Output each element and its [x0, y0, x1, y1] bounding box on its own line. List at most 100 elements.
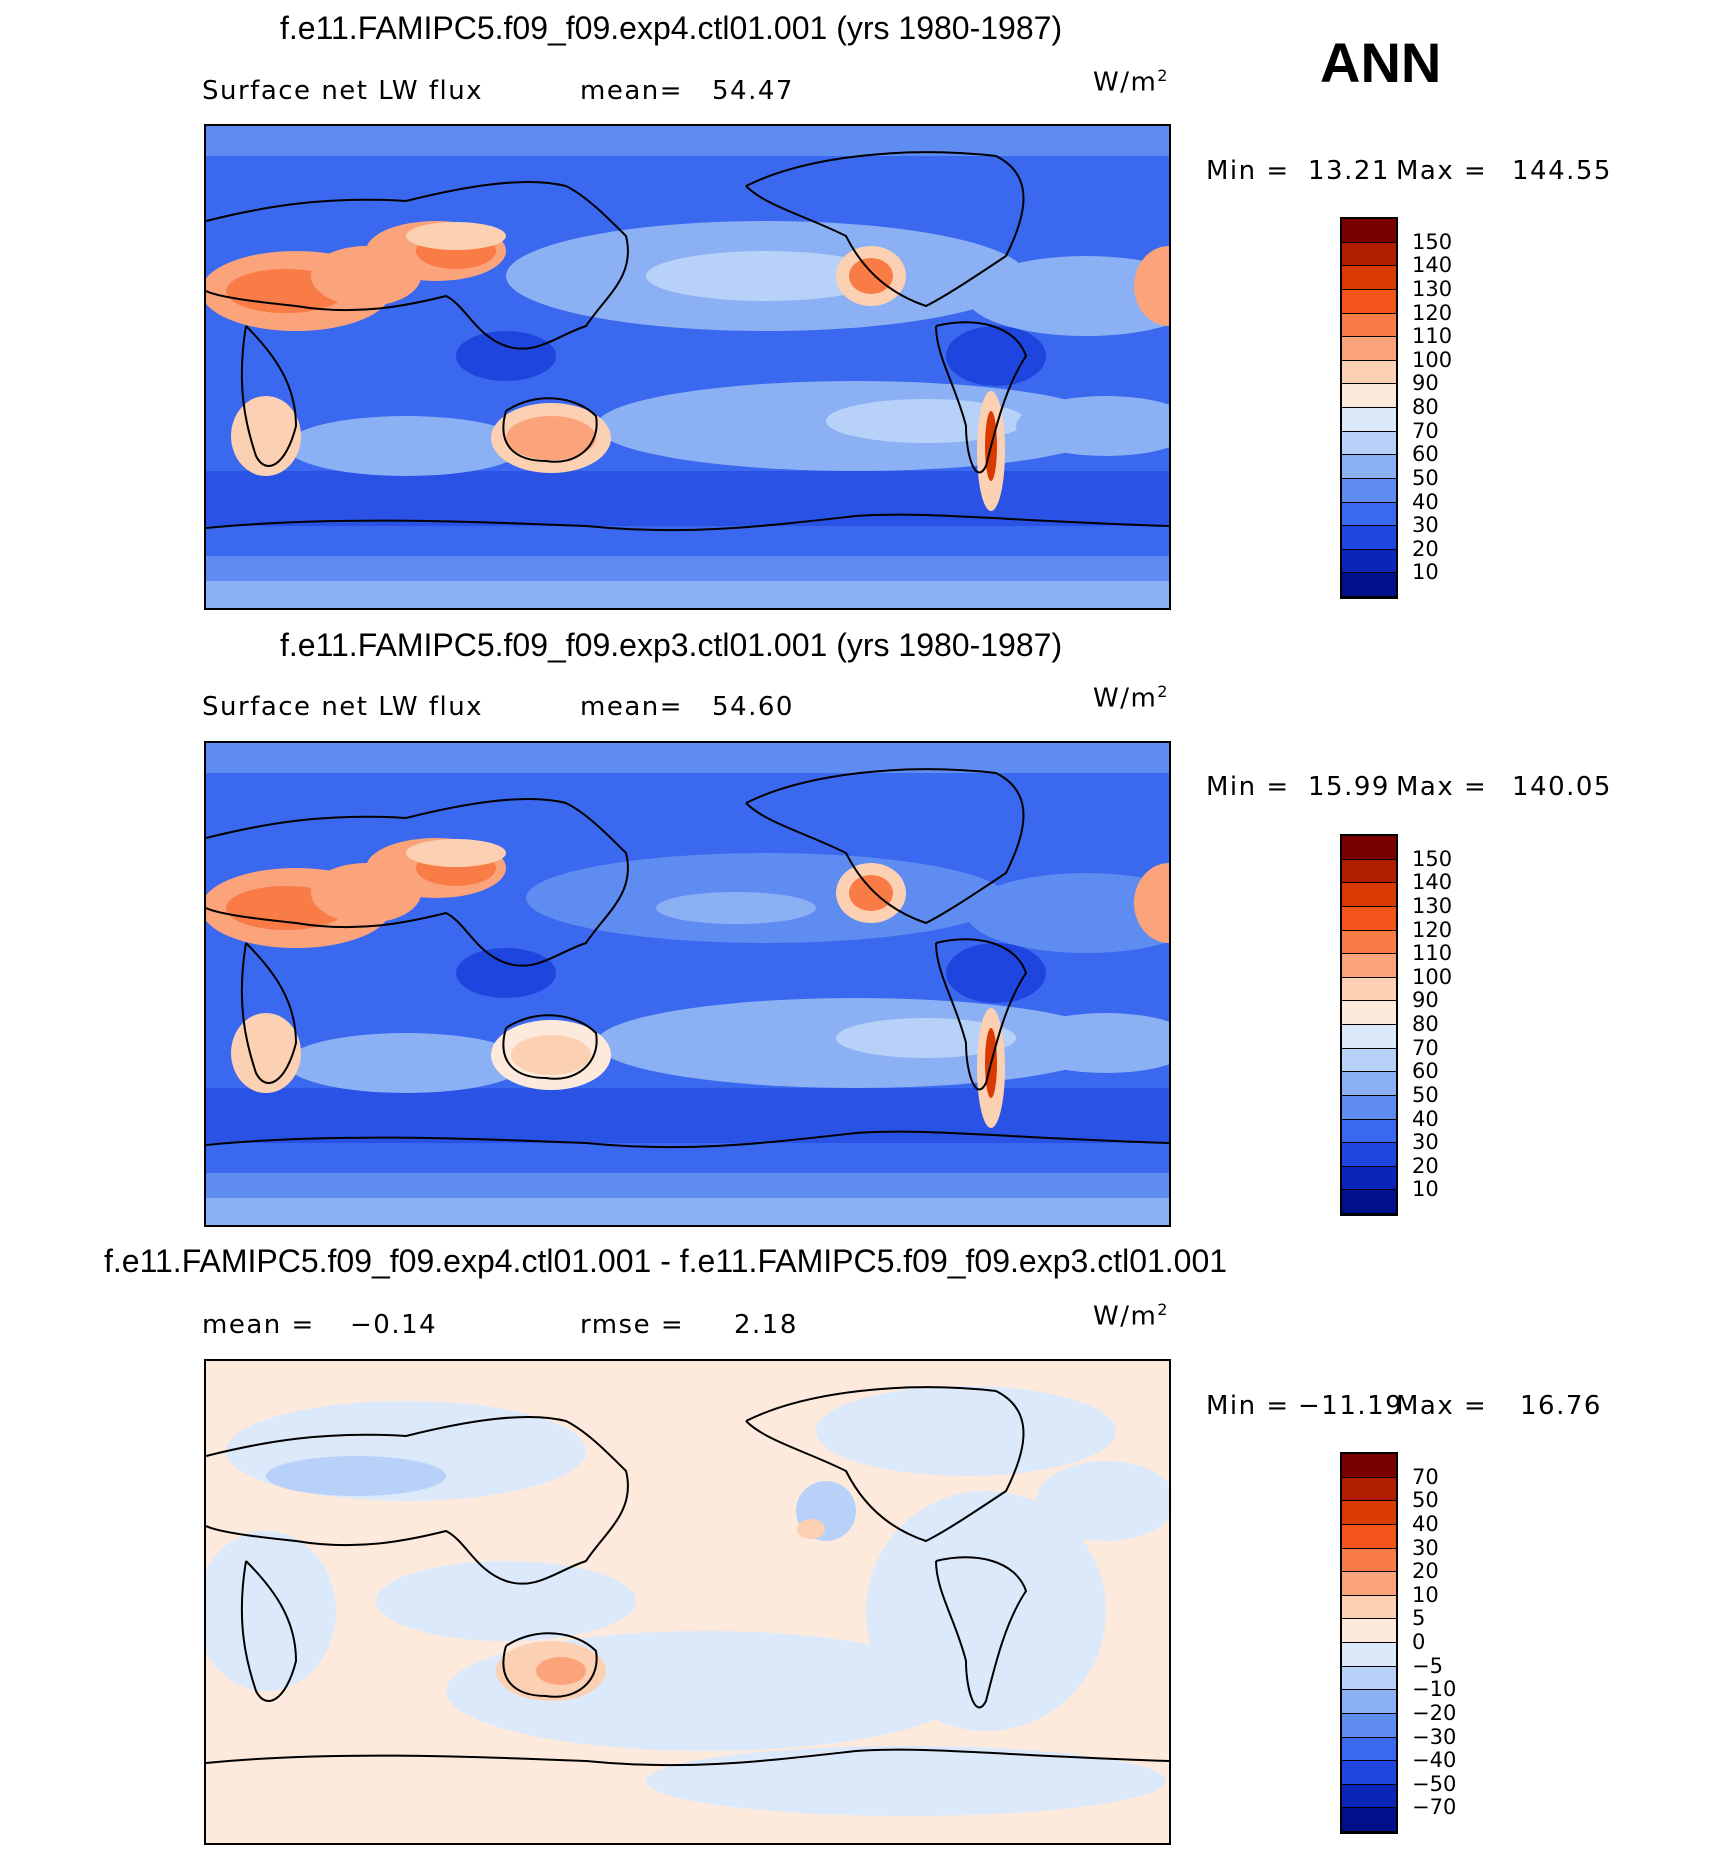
colorbar-tick-label: 0: [1412, 1630, 1426, 1654]
colorbar-tick-label: 40: [1412, 1106, 1439, 1131]
panel3-title: f.e11.FAMIPC5.f09_f09.exp4.ctl01.001 - f…: [104, 1243, 1228, 1279]
colorbar-tick-label: 10: [1412, 1177, 1439, 1202]
colorbar-tick-label: 130: [1412, 893, 1453, 918]
colorbar-swatch: [1342, 502, 1396, 527]
panel1-max-label: Max =: [1396, 156, 1488, 186]
colorbar-tick-label: 20: [1412, 1153, 1439, 1178]
colorbar-tick-label: 30: [1412, 1535, 1439, 1560]
colorbar-tick-label: 70: [1412, 1464, 1439, 1489]
colorbar-swatch: [1342, 242, 1396, 267]
colorbar-tick-label: 5: [1412, 1606, 1426, 1631]
colorbar-swatch: [1342, 1572, 1396, 1596]
colorbar-swatch: [1342, 573, 1396, 597]
colorbar-swatch: [1342, 1454, 1396, 1478]
colorbar-swatch: [1342, 1808, 1396, 1832]
panel2-map: [204, 741, 1171, 1227]
colorbar-tick-label: −20: [1412, 1700, 1457, 1725]
colorbar-tick-label: 50: [1412, 1082, 1439, 1107]
panel1-mean-label: mean=: [580, 76, 684, 106]
colorbar-swatch: [1342, 1784, 1396, 1809]
colorbar-tick-label: 120: [1412, 917, 1453, 942]
colorbar-tick-label: 70: [1412, 418, 1439, 443]
colorbar-tick-label: 120: [1412, 300, 1453, 325]
colorbar-swatch: [1342, 1666, 1396, 1691]
panel1-min-value: 13.21: [1308, 156, 1390, 186]
colorbar-swatch: [1342, 1619, 1396, 1643]
panel1-field: [206, 126, 1169, 608]
colorbar-swatch: [1342, 478, 1396, 503]
panel1-mean-value: 54.47: [712, 76, 794, 106]
colorbar-swatch: [1342, 977, 1396, 1002]
colorbar-tick-label: 130: [1412, 276, 1453, 301]
colorbar-tick-label: −70: [1412, 1795, 1457, 1820]
panel1-title: f.e11.FAMIPC5.f09_f09.exp4.ctl01.001 (yr…: [280, 10, 1063, 46]
panel1-variable-label: Surface net LW flux: [202, 76, 484, 106]
panel2-variable-label: Surface net LW flux: [202, 692, 484, 722]
colorbar-swatch: [1342, 266, 1396, 290]
panel3-units: W/m2: [1093, 1300, 1169, 1332]
colorbar-tick-label: 100: [1412, 347, 1453, 372]
colorbar-swatch: [1342, 1143, 1396, 1167]
colorbar-tick-label: 20: [1412, 536, 1439, 561]
colorbar-tick-label: 10: [1412, 1582, 1439, 1607]
colorbar-swatch: [1342, 431, 1396, 456]
panel3-min-label: Min =: [1206, 1391, 1290, 1421]
colorbar-swatch: [1342, 1501, 1396, 1525]
colorbar-swatch: [1342, 1048, 1396, 1073]
colorbar-swatch: [1342, 954, 1396, 978]
panel3-mean-label: mean =: [202, 1310, 315, 1340]
colorbar-swatch: [1342, 289, 1396, 314]
panel3-mean-value: −0.14: [350, 1310, 438, 1340]
panel3-rmse-value: 2.18: [734, 1310, 798, 1340]
colorbar-tick-label: 50: [1412, 465, 1439, 490]
colorbar-swatch: [1342, 1477, 1396, 1502]
colorbar-swatch: [1342, 360, 1396, 385]
colorbar-tick-label: 110: [1412, 324, 1453, 349]
colorbar-swatch: [1342, 1690, 1396, 1714]
colorbar-tick-label: 80: [1412, 1012, 1439, 1036]
panel3-field: [206, 1361, 1169, 1843]
panel3-max-label: Max =: [1396, 1391, 1488, 1421]
colorbar-swatch: [1342, 1548, 1396, 1573]
panel1-units: W/m2: [1093, 66, 1169, 98]
colorbar-swatch: [1342, 1001, 1396, 1025]
colorbar-swatch: [1342, 1119, 1396, 1144]
panel3-min-value: −11.19: [1298, 1391, 1404, 1421]
colorbar-swatch: [1342, 1643, 1396, 1667]
panel1-min-label: Min =: [1206, 156, 1290, 186]
colorbar-tick-label: 60: [1412, 1059, 1439, 1084]
panel1-max-value: 144.55: [1512, 156, 1612, 186]
colorbar-swatch: [1342, 1761, 1396, 1785]
colorbar-swatch: [1342, 408, 1396, 432]
colorbar-tick-label: −5: [1412, 1653, 1443, 1678]
colorbar-tick-label: 30: [1412, 1130, 1439, 1155]
panel2-colorbar: [1340, 834, 1398, 1216]
colorbar-tick-label: 50: [1412, 1488, 1439, 1513]
colorbar-tick-label: 20: [1412, 1559, 1439, 1584]
panel1-colorbar: [1340, 217, 1398, 599]
colorbar-swatch: [1342, 1095, 1396, 1120]
panel3-rmse-label: rmse =: [580, 1310, 685, 1340]
colorbar-tick-label: 150: [1412, 846, 1453, 871]
panel2-max-label: Max =: [1396, 772, 1488, 802]
panel2-min-value: 15.99: [1308, 772, 1390, 802]
panel1-map: [204, 124, 1171, 610]
colorbar-tick-label: 80: [1412, 395, 1439, 419]
panel3-max-value: 16.76: [1520, 1391, 1602, 1421]
colorbar-swatch: [1342, 1190, 1396, 1214]
colorbar-swatch: [1342, 455, 1396, 479]
colorbar-swatch: [1342, 219, 1396, 243]
colorbar-tick-label: 10: [1412, 560, 1439, 585]
colorbar-swatch: [1342, 1025, 1396, 1049]
colorbar-swatch: [1342, 930, 1396, 955]
colorbar-swatch: [1342, 337, 1396, 361]
colorbar-swatch: [1342, 1072, 1396, 1096]
colorbar-tick-label: 140: [1412, 870, 1453, 895]
colorbar-tick-label: 140: [1412, 253, 1453, 278]
colorbar-swatch: [1342, 836, 1396, 860]
colorbar-tick-label: 110: [1412, 941, 1453, 966]
panel2-min-label: Min =: [1206, 772, 1290, 802]
colorbar-swatch: [1342, 384, 1396, 408]
colorbar-tick-label: 40: [1412, 1511, 1439, 1536]
colorbar-swatch: [1342, 1595, 1396, 1620]
